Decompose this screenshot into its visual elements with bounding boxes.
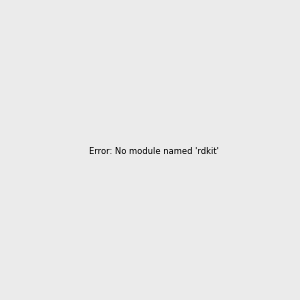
Text: Error: No module named 'rdkit': Error: No module named 'rdkit' [89, 147, 219, 156]
